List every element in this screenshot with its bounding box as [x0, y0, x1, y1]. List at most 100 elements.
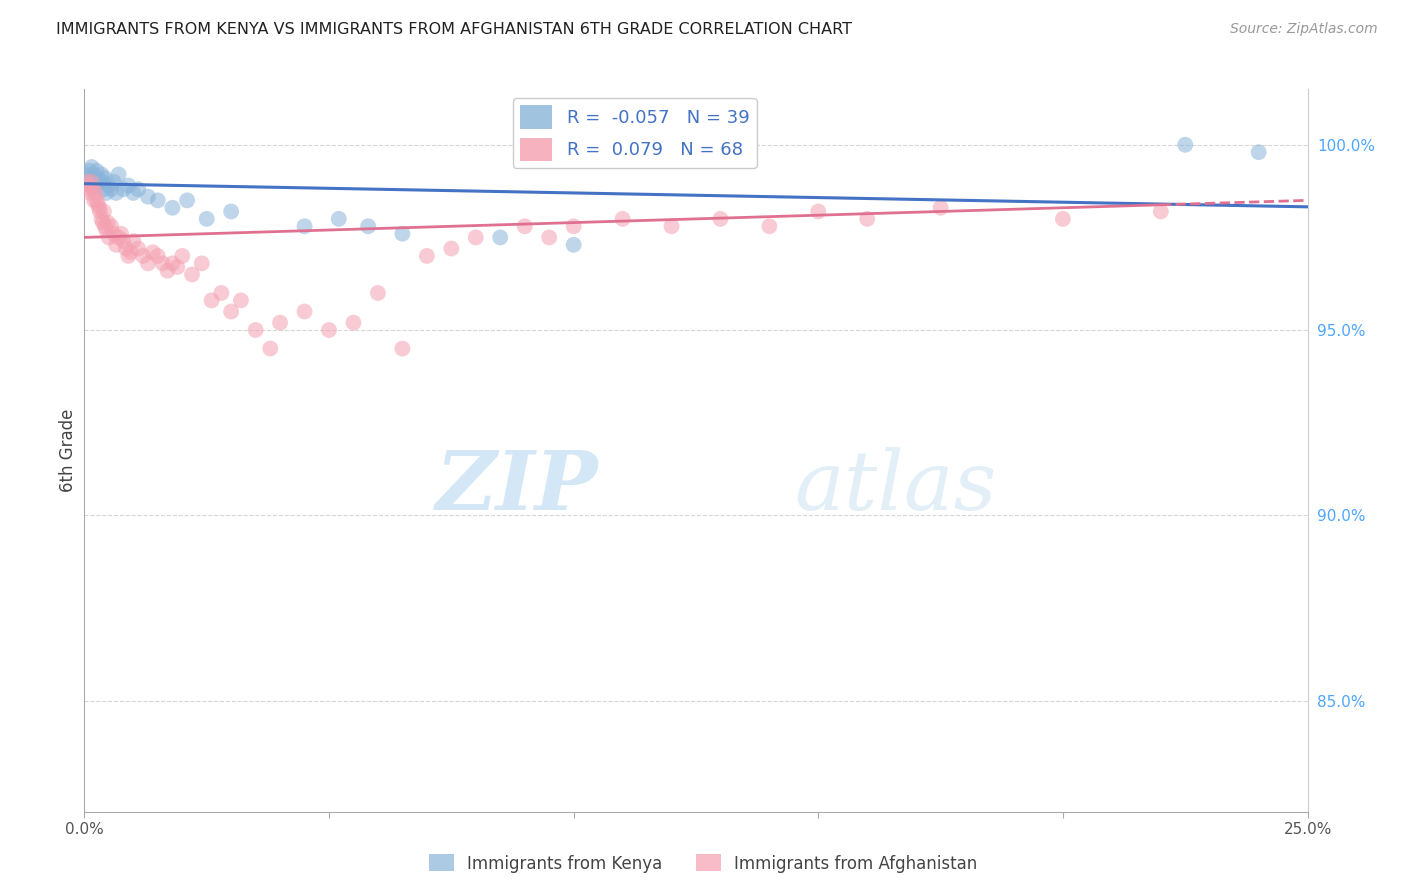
Point [259, 342, 281, 356]
Point [367, 285, 389, 300]
Point [136, 256, 159, 270]
Point [176, 194, 198, 208]
Point [181, 268, 204, 282]
Point [94, 219, 117, 234]
Point [87, 197, 110, 211]
Point [96, 223, 118, 237]
Point [84, 178, 107, 193]
Point [856, 211, 879, 226]
Point [93, 182, 115, 196]
Point [156, 264, 179, 278]
Point [94, 171, 117, 186]
Point [77, 182, 100, 196]
Point [107, 168, 129, 182]
Point [120, 245, 142, 260]
Point [91, 175, 114, 189]
Point [103, 175, 125, 189]
Point [328, 211, 350, 226]
Point [209, 285, 232, 300]
Point [83, 168, 105, 182]
Point [80, 175, 103, 189]
Point [91, 216, 114, 230]
Point [758, 219, 780, 234]
Point [84, 186, 107, 200]
Point [440, 242, 463, 256]
Point [294, 219, 316, 234]
Point [83, 194, 105, 208]
Point [1052, 211, 1074, 226]
Point [200, 293, 222, 308]
Point [100, 219, 122, 234]
Point [107, 230, 129, 244]
Point [562, 219, 585, 234]
Point [342, 316, 364, 330]
Point [357, 219, 380, 234]
Point [122, 186, 145, 200]
Point [76, 175, 98, 189]
Point [416, 249, 439, 263]
Point [79, 186, 101, 200]
Point [110, 227, 132, 241]
Point [77, 163, 100, 178]
Point [391, 227, 413, 241]
Point [117, 249, 139, 263]
Point [229, 293, 252, 308]
Point [82, 182, 104, 196]
Point [489, 230, 512, 244]
Point [112, 234, 135, 248]
Point [1150, 204, 1173, 219]
Point [117, 178, 139, 193]
Point [87, 171, 110, 186]
Point [105, 186, 128, 200]
Point [103, 227, 125, 241]
Point [77, 175, 100, 189]
Point [162, 256, 184, 270]
Point [82, 175, 104, 189]
Point [162, 201, 184, 215]
Point [112, 182, 135, 196]
Point [142, 245, 165, 260]
Point [127, 182, 149, 196]
Point [80, 160, 103, 174]
Point [661, 219, 683, 234]
Legend: Immigrants from Kenya, Immigrants from Afghanistan: Immigrants from Kenya, Immigrants from A… [422, 847, 984, 880]
Point [96, 186, 118, 200]
Point [97, 178, 120, 193]
Legend: R =  -0.057   N = 39, R =  0.079   N = 68: R = -0.057 N = 39, R = 0.079 N = 68 [513, 98, 756, 168]
Text: Source: ZipAtlas.com: Source: ZipAtlas.com [1230, 22, 1378, 37]
Point [97, 230, 120, 244]
Point [86, 163, 108, 178]
Point [136, 189, 159, 203]
Point [132, 249, 155, 263]
Point [807, 204, 830, 219]
Point [219, 304, 242, 318]
Point [269, 316, 291, 330]
Point [172, 249, 194, 263]
Point [1247, 145, 1270, 160]
Text: atlas: atlas [794, 447, 997, 526]
Point [152, 256, 174, 270]
Point [90, 211, 112, 226]
Point [100, 182, 122, 196]
Point [929, 201, 952, 215]
Point [166, 260, 188, 274]
Text: IMMIGRANTS FROM KENYA VS IMMIGRANTS FROM AFGHANISTAN 6TH GRADE CORRELATION CHART: IMMIGRANTS FROM KENYA VS IMMIGRANTS FROM… [56, 22, 852, 37]
Point [77, 178, 100, 193]
Point [318, 323, 340, 337]
Point [97, 216, 120, 230]
Point [612, 211, 634, 226]
Point [294, 304, 316, 318]
Point [1174, 137, 1197, 152]
Point [115, 242, 138, 256]
Point [93, 204, 115, 219]
Point [87, 175, 110, 189]
Point [146, 249, 169, 263]
Point [191, 256, 214, 270]
Point [391, 342, 413, 356]
Point [90, 168, 112, 182]
Point [195, 211, 218, 226]
Point [76, 168, 98, 182]
Point [538, 230, 561, 244]
Text: ZIP: ZIP [436, 447, 598, 526]
Point [513, 219, 536, 234]
